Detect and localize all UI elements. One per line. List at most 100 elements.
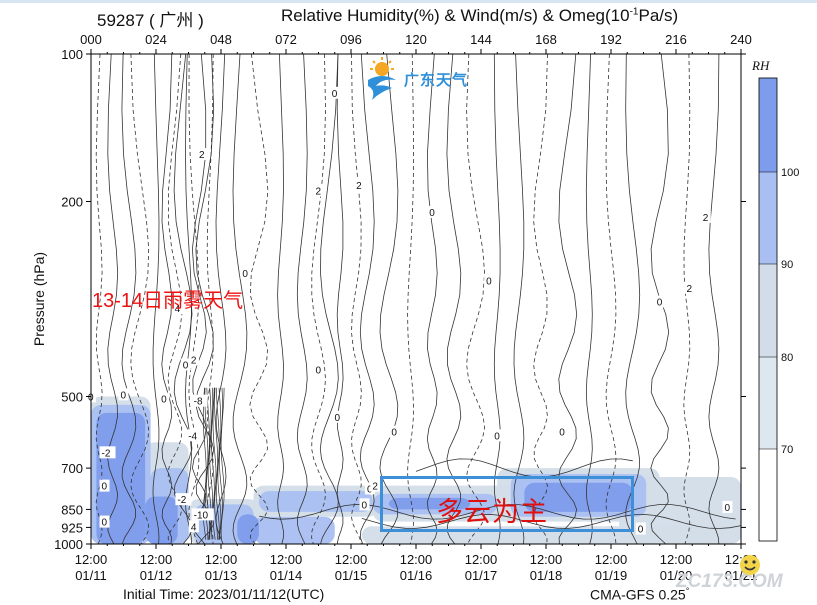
omega-label-bg — [484, 274, 495, 287]
omega-label-bg — [427, 205, 438, 218]
omega-label-bg — [722, 500, 733, 513]
logo-text: 广东天气 — [404, 72, 469, 89]
omega-label: 2 — [687, 284, 693, 295]
omega-label-bg — [191, 508, 214, 521]
rh-region-90 — [253, 516, 335, 544]
omega-label: 2 — [372, 482, 378, 493]
top-tick-label: 168 — [535, 32, 557, 47]
omega-label-bg — [99, 479, 110, 492]
omega-contour — [379, 53, 399, 545]
omega-label: 0 — [102, 518, 108, 529]
bottom-tick-date: 01/17 — [465, 568, 498, 583]
watermark: ZC173.COM — [676, 571, 783, 592]
omega-label-bg — [159, 392, 170, 405]
model-label: CMA-GFS 0.25° — [590, 586, 689, 603]
omega-label: 2 — [703, 213, 709, 224]
bottom-tick-time: 12:00 — [530, 552, 563, 567]
omega-label-bg — [188, 353, 199, 366]
y-tick-label: 200 — [61, 195, 83, 210]
omega-label-bg — [188, 520, 199, 533]
chart-title-exponent: -1 — [629, 6, 639, 18]
omega-label-bg — [197, 148, 208, 161]
omega-label-bg — [172, 302, 183, 315]
highlight-box — [380, 476, 634, 532]
omega-contour — [188, 53, 200, 545]
omega-contour — [708, 53, 720, 545]
bottom-tick-date: 01/19 — [595, 568, 628, 583]
omega-label: 0 — [183, 360, 189, 371]
omega-label: 0 — [121, 390, 127, 401]
colorbar-tick-label: 90 — [781, 259, 793, 271]
colorbar-segment — [759, 264, 777, 357]
omega-contour-dense — [207, 387, 212, 540]
omega-contour-horizontal — [361, 513, 742, 529]
sun-wave-logo-icon — [368, 57, 396, 100]
omega-label: 0 — [638, 525, 644, 536]
rh-region-100 — [524, 482, 633, 512]
omega-contour-horizontal — [415, 458, 633, 478]
omega-contour-dense — [202, 387, 207, 540]
omega-label-bg — [654, 295, 665, 308]
omega-contour — [311, 53, 326, 545]
colorbar-frame — [758, 77, 778, 542]
omega-contour — [558, 53, 578, 545]
top-tick-label: 048 — [210, 32, 232, 47]
bottom-tick-date: 01/14 — [270, 568, 303, 583]
omega-label-bg — [191, 394, 208, 407]
omega-label: 0 — [334, 413, 340, 424]
bottom-tick-time: 12:00 — [595, 552, 628, 567]
chart-title: Relative Humidity(%) & Wind(m/s) & Omeg(… — [281, 6, 678, 26]
omega-label-bg — [684, 281, 695, 294]
omega-label: -2 — [177, 495, 186, 506]
omega-contour-dense — [220, 387, 225, 540]
colorbar-segment — [759, 449, 777, 541]
omega-label-bg — [329, 86, 340, 99]
omega-label-bg — [186, 429, 203, 442]
omega-label: 0 — [486, 277, 492, 288]
chart-title-main: Relative Humidity(%) & Wind(m/s) & Omeg(… — [281, 6, 630, 25]
omega-contour — [493, 53, 501, 545]
omega-contour — [277, 53, 285, 545]
omega-label: 4 — [175, 304, 181, 315]
omega-contour — [185, 53, 192, 545]
bottom-tick-time: 12:00 — [205, 552, 238, 567]
bottom-tick-date: 01/20 — [660, 568, 693, 583]
omega-contour — [161, 53, 173, 545]
omega-label-bg — [240, 267, 251, 280]
y-tick-label: 850 — [61, 502, 83, 517]
bottom-tick-time: 12:00 — [335, 552, 368, 567]
bottom-tick-time: 12:00 — [75, 552, 108, 567]
omega-label-bg — [359, 498, 370, 511]
colorbar-tick-label: 70 — [781, 444, 793, 456]
omega-label: 0 — [362, 500, 368, 511]
rh-region-100 — [145, 496, 178, 544]
omega-label-bg — [313, 184, 324, 197]
plot-background — [91, 54, 741, 544]
omega-label: 2 — [199, 150, 205, 161]
omega-label: 4 — [191, 522, 197, 533]
colorbar-tick-label: 80 — [781, 352, 793, 364]
chart-title-tail: Pa/s) — [638, 6, 679, 25]
top-tick-label: 120 — [405, 32, 427, 47]
omega-label-bg — [700, 210, 711, 223]
omega-label: 0 — [102, 482, 108, 493]
top-tick-label: 144 — [470, 32, 492, 47]
omega-label: 0 — [724, 503, 730, 514]
bottom-tick-date: 01/12 — [140, 568, 173, 583]
colorbar-title: RH — [752, 58, 770, 73]
model-label-text: CMA-GFS 0.25 — [590, 586, 686, 603]
rh-region-100 — [388, 497, 471, 510]
omega-contour — [407, 53, 415, 545]
omega-contour — [650, 53, 670, 545]
omega-label-bg — [99, 515, 110, 528]
omega-contour-dense — [211, 387, 215, 540]
colorbar-tick-label: 100 — [781, 167, 799, 179]
weather-annotation-red: 13-14日雨雾天气 — [92, 290, 244, 312]
omega-contour-dense — [215, 387, 220, 540]
omega-contour — [95, 53, 103, 545]
omega-label-bg — [492, 429, 503, 442]
omega-contour — [296, 53, 308, 545]
omega-label-bg — [370, 479, 381, 492]
top-tick-label: 216 — [665, 32, 687, 47]
